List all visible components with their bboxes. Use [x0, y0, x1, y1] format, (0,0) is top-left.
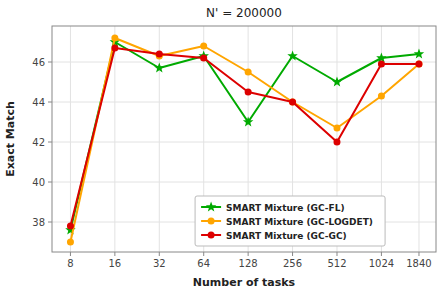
data-point: [415, 61, 422, 68]
data-point: [287, 51, 297, 61]
data-point: [156, 51, 163, 58]
y-axis-label: Exact Match: [4, 101, 17, 177]
data-point: [332, 77, 342, 87]
tick-label: 256: [283, 258, 302, 269]
plot-area: [52, 26, 436, 252]
legend-label: SMART Mixture (GC-LOGDET): [226, 217, 373, 227]
data-point: [289, 99, 296, 106]
data-point: [200, 43, 207, 50]
grid-line: [52, 182, 436, 183]
tick-label: 42: [32, 137, 45, 148]
data: [65, 35, 424, 246]
data-point: [415, 61, 422, 68]
tick-label: 40: [32, 177, 45, 188]
grid-line: [52, 142, 436, 143]
tick-label: 512: [327, 258, 346, 269]
data-point: [243, 117, 253, 127]
tick-mark: [48, 102, 52, 103]
tick-mark: [48, 142, 52, 143]
data-point: [289, 99, 296, 106]
tick-mark: [159, 252, 160, 256]
tick-mark: [48, 222, 52, 223]
grid-line: [159, 26, 160, 252]
grid-line: [70, 26, 71, 252]
tick-mark: [292, 252, 293, 256]
legend: SMART Mixture (GC-FL) SMART Mixture (GC-L…: [195, 196, 385, 246]
tick-label: 44: [32, 97, 45, 108]
legend-label: SMART Mixture (GC-GC): [226, 231, 347, 241]
tick-mark: [336, 252, 337, 256]
tick-mark: [381, 252, 382, 256]
data-point: [378, 61, 385, 68]
tick-label: 32: [153, 258, 166, 269]
tick-mark: [48, 62, 52, 63]
data-point: [333, 139, 340, 146]
data-point: [333, 125, 340, 132]
plot-frame: [52, 26, 436, 252]
tick-label: 8: [67, 258, 73, 269]
legend-marker: [208, 218, 215, 225]
legend-label: SMART Mixture (GC-FL): [226, 203, 344, 213]
data-point: [245, 69, 252, 76]
tick-mark: [114, 252, 115, 256]
tick-label: 1840: [406, 258, 431, 269]
tick-mark: [70, 252, 71, 256]
data-point: [245, 89, 252, 96]
data-point: [154, 63, 164, 73]
data-point: [111, 45, 118, 52]
tick-mark: [418, 252, 419, 256]
legend-marker: [208, 232, 215, 239]
data-point: [378, 93, 385, 100]
grid-line: [52, 102, 436, 103]
tick-label: 46: [32, 57, 45, 68]
tick-label: 1024: [369, 258, 394, 269]
grid-line: [114, 26, 115, 252]
legend-marker: [206, 202, 216, 212]
title: N' = 200000: [206, 6, 282, 20]
data-point: [414, 49, 424, 59]
tick-label: 64: [197, 258, 210, 269]
data-point: [200, 55, 207, 62]
tick-mark: [248, 252, 249, 256]
data-point: [67, 223, 74, 230]
tick-label: 128: [239, 258, 258, 269]
tick-mark: [203, 252, 204, 256]
x-axis-label: Number of tasks: [193, 276, 296, 289]
data-point: [111, 35, 118, 42]
tick-mark: [48, 182, 52, 183]
tick-label: 16: [108, 258, 121, 269]
grid: [52, 26, 436, 252]
data-point: [67, 239, 74, 246]
tick-label: 38: [32, 217, 45, 228]
grid-line: [418, 26, 419, 252]
legend-box: [195, 196, 385, 246]
chart: 38 40 42 44 46 8 16 32 64 128 256 512 1024 1840 N' = 2…: [0, 0, 448, 294]
